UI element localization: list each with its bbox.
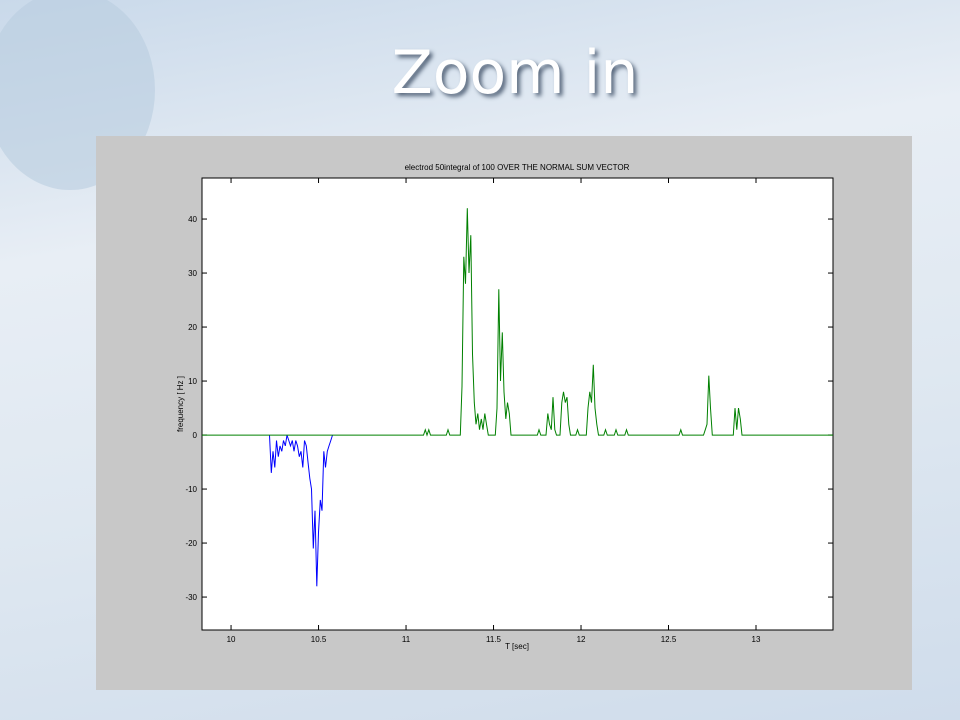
chart-title: electrod 50integral of 100 OVER THE NORM… [405, 163, 630, 172]
plot-area [201, 177, 834, 631]
x-tick-label: 11 [402, 635, 411, 644]
y-tick-label: -20 [185, 539, 197, 548]
x-tick-label: 12 [577, 635, 586, 644]
data-line [269, 434, 333, 587]
data-line [202, 208, 833, 437]
y-tick-label: 40 [188, 215, 197, 224]
x-tick-label: 10.5 [311, 635, 327, 644]
y-tick-label: 30 [188, 269, 197, 278]
x-tick-label: 11.5 [486, 635, 502, 644]
x-axis-label: T [sec] [505, 642, 529, 651]
y-tick-label: -30 [185, 593, 197, 602]
x-tick-label: 13 [752, 635, 761, 644]
x-tick-label: 10 [227, 635, 236, 644]
y-tick-label: 20 [188, 323, 197, 332]
y-tick-label: 0 [193, 431, 198, 440]
y-axis-label: frequency [ Hz ] [176, 376, 185, 432]
x-tick-label: 12.5 [661, 635, 677, 644]
y-tick-label: 10 [188, 377, 197, 386]
slide-title: Zoom in [391, 38, 639, 108]
y-tick-label: -10 [185, 485, 197, 494]
